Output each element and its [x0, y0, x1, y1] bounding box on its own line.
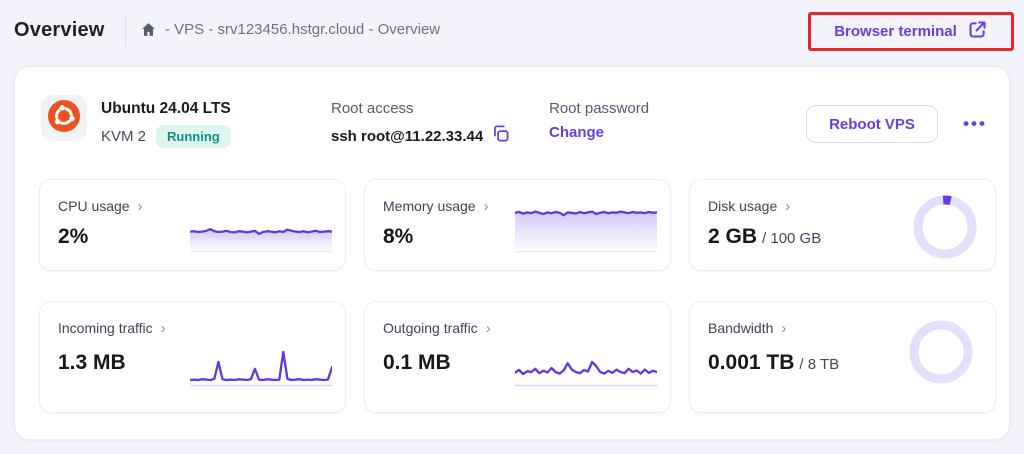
outgoing-traffic-link[interactable]: Outgoing traffic › — [383, 320, 491, 336]
root-access-label: Root access — [331, 100, 414, 117]
bandwidth-value: 0.001 TB/ 8 TB — [708, 351, 840, 374]
cpu-sparkline-chart — [188, 206, 334, 259]
chevron-right-icon: › — [785, 197, 791, 215]
cpu-usage-link[interactable]: CPU usage › — [58, 198, 143, 214]
cpu-usage-value: 2% — [58, 225, 89, 248]
card-label: Memory usage — [383, 198, 476, 214]
external-link-icon — [967, 19, 988, 45]
memory-sparkline-chart — [513, 206, 659, 259]
chevron-right-icon: › — [781, 319, 787, 337]
change-password-link[interactable]: Change — [549, 124, 605, 141]
breadcrumb[interactable]: - VPS - srv123456.hstgr.cloud - Overview — [140, 21, 440, 38]
outgoing-traffic-value: 0.1 MB — [383, 351, 451, 374]
bandwidth-total: / 8 TB — [799, 356, 840, 373]
ubuntu-logo-icon — [47, 99, 81, 138]
incoming-traffic-value: 1.3 MB — [58, 351, 126, 374]
page-title: Overview — [14, 19, 105, 41]
breadcrumb-text: - VPS - srv123456.hstgr.cloud - Overview — [165, 21, 441, 38]
outgoing-traffic-card: Outgoing traffic › 0.1 MB — [364, 301, 671, 413]
bandwidth-donut-chart — [907, 318, 975, 391]
browser-terminal-button[interactable]: Browser terminal — [808, 12, 1014, 51]
disk-usage-card: Disk usage › 2 GB/ 100 GB — [689, 179, 996, 271]
card-label: Incoming traffic — [58, 320, 153, 336]
memory-usage-link[interactable]: Memory usage › — [383, 198, 489, 214]
plan-status-row: KVM 2 Running — [101, 125, 231, 148]
disk-usage-link[interactable]: Disk usage › — [708, 198, 790, 214]
more-options-button[interactable]: ••• — [949, 105, 1001, 143]
disk-usage-total: / 100 GB — [762, 230, 822, 247]
memory-usage-card: Memory usage › 8% — [364, 179, 671, 271]
incoming-traffic-link[interactable]: Incoming traffic › — [58, 320, 166, 336]
card-label: Bandwidth — [708, 320, 774, 336]
outgoing-traffic-sparkline-chart — [513, 340, 659, 393]
root-access-value-row: ssh root@11.22.33.44 — [331, 124, 510, 148]
card-label: CPU usage — [58, 198, 130, 214]
header-divider — [125, 16, 126, 46]
root-password-label: Root password — [549, 100, 650, 117]
chevron-right-icon: › — [483, 197, 489, 215]
copy-icon[interactable] — [491, 124, 510, 148]
home-icon[interactable] — [140, 21, 157, 38]
chevron-right-icon: › — [485, 319, 491, 337]
os-name: Ubuntu 24.04 LTS — [101, 100, 231, 117]
bandwidth-card: Bandwidth › 0.001 TB/ 8 TB — [689, 301, 996, 413]
card-label: Disk usage — [708, 198, 778, 214]
disk-usage-value: 2 GB/ 100 GB — [708, 225, 822, 248]
chevron-right-icon: › — [160, 319, 166, 337]
status-badge: Running — [156, 125, 231, 148]
browser-terminal-label: Browser terminal — [834, 23, 957, 40]
bandwidth-link[interactable]: Bandwidth › — [708, 320, 786, 336]
incoming-traffic-card: Incoming traffic › 1.3 MB — [39, 301, 346, 413]
memory-usage-value: 8% — [383, 225, 414, 248]
vps-overview-card: Ubuntu 24.04 LTS KVM 2 Running Root acce… — [14, 66, 1010, 440]
page-header: Overview - VPS - srv123456.hstgr.cloud -… — [0, 0, 1024, 62]
os-logo-tile — [41, 95, 87, 141]
chevron-right-icon: › — [137, 197, 143, 215]
plan-name: KVM 2 — [101, 128, 147, 145]
ssh-command: ssh root@11.22.33.44 — [331, 127, 484, 145]
cpu-usage-card: CPU usage › 2% — [39, 179, 346, 271]
incoming-traffic-sparkline-chart — [188, 340, 334, 393]
card-label: Outgoing traffic — [383, 320, 478, 336]
reboot-vps-button[interactable]: Reboot VPS — [806, 105, 938, 143]
disk-usage-donut-chart — [911, 193, 979, 266]
